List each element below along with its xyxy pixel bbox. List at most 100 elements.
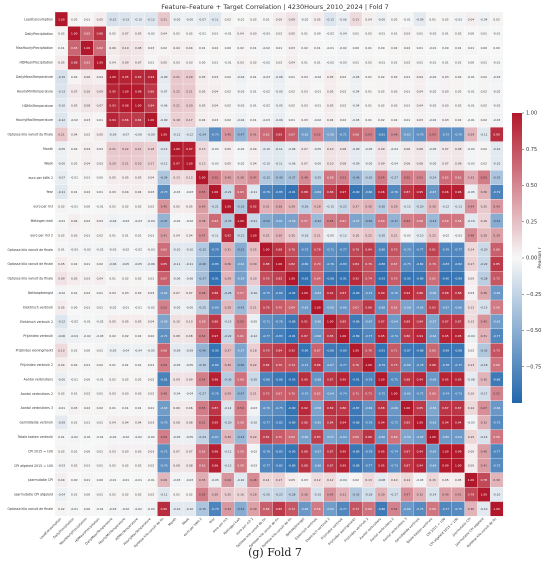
cell-value-label: 1.00 [135,104,142,108]
cell-value-label: 0.00 [481,46,488,50]
cell-value-label: 0.96 [442,190,449,194]
cell-value-label: -0.05 [326,233,334,237]
cell-value-label: -0.67 [429,190,437,194]
cell-value-label: 0.01 [455,46,462,50]
cell-value-label: -0.02 [134,435,142,439]
cell-value-label: 0.05 [327,89,334,93]
cell-value-label: 0.84 [276,349,283,353]
cell-value-label: -0.60 [314,320,322,324]
cell-value-label: 0.05 [109,320,116,324]
cell-value-label: 0.94 [442,421,449,425]
cell-value-label: 0.07 [442,161,449,165]
cell-value-label: 0.01 [109,363,116,367]
cell-value-label: 0.03 [97,147,104,151]
cell-value-label: 0.52 [199,334,206,338]
cell-value-label: -0.88 [326,277,334,281]
cell-value-label: 0.03 [186,61,193,65]
cell-value-label: 0.01 [212,32,219,36]
cell-value-label: 0.92 [301,406,308,410]
cell-value-label: -0.10 [262,147,270,151]
cell-value-label: -0.02 [147,305,155,309]
cell-value-label: 0.01 [122,363,129,367]
cell-value-label: 0.10 [186,320,193,324]
cell-value-label: 0.44 [225,478,232,482]
cell-value-label: -0.80 [262,377,270,381]
cell-value-label: -0.77 [493,449,501,453]
cell-value-label: -0.05 [186,363,194,367]
cell-value-label: 0.39 [250,507,257,511]
cell-value-label: -0.02 [70,320,78,324]
cell-value-label: 0.04 [135,190,142,194]
cell-value-label: 0.03 [391,89,398,93]
cell-value-label: 0.66 [353,133,360,137]
cell-value-label: 0.01 [122,233,129,237]
cell-value-label: -0.12 [147,17,155,21]
cell-value-label: -0.02 [326,32,334,36]
cell-value-label: -0.01 [70,377,78,381]
cell-value-label: 0.94 [340,421,347,425]
cell-value-label: 0.52 [391,507,398,511]
cell-value-label: 0.70 [314,262,321,266]
cell-value-label: 0.16 [237,493,244,497]
cell-value-label: 0.00 [97,176,104,180]
cell-value-label: 0.04 [186,233,193,237]
cell-value-label: 0.88 [212,291,219,295]
cell-value-label: 0.22 [122,147,129,151]
cell-value-label: 0.56 [493,305,500,309]
cell-value-label: 0.94 [417,377,424,381]
cell-value-label: 0.01 [353,32,360,36]
cell-value-label: -0.78 [442,363,450,367]
cell-value-label: 0.00 [71,305,78,309]
cell-value-label: -0.02 [83,334,91,338]
cell-value-label: 0.02 [237,46,244,50]
cell-value-label: 0.67 [391,262,398,266]
cell-value-label: 0.01 [109,233,116,237]
cell-value-label: 0.00 [442,46,449,50]
cell-value-label: -0.06 [275,75,283,79]
cell-value-label: 0.84 [353,262,360,266]
cell-value-label: 0.72 [289,507,296,511]
y-tick-label: euro per m3 2 [30,233,53,237]
cell-value-label: 0.08 [135,46,142,50]
cell-value-label: 0.03 [97,161,104,165]
cell-value-label: 0.01 [58,248,65,252]
cell-value-label: -0.20 [480,248,488,252]
cell-value-label: 0.47 [199,233,206,237]
cell-value-label: -0.63 [416,435,424,439]
cell-value-label: -0.70 [454,133,462,137]
cell-value-label: -0.06 [109,262,117,266]
cell-value-label: -0.03 [262,75,270,79]
cell-value-label: 0.30 [365,205,372,209]
cell-value-label: -0.02 [96,320,104,324]
cell-value-label: 0.02 [135,493,142,497]
cell-value-label: 0.05 [327,75,334,79]
cell-value-label: -0.21 [224,190,232,194]
cell-value-label: -0.02 [262,61,270,65]
cell-value-label: 1.00 [212,190,219,194]
cell-value-label: 0.06 [109,46,116,50]
cell-value-label: 0.01 [391,32,398,36]
cell-value-label: 0.13 [365,478,372,482]
cell-value-label: -0.12 [186,133,194,137]
cell-value-label: 0.88 [404,377,411,381]
cell-value-label: -0.61 [237,262,245,266]
cell-value-label: 0.88 [276,248,283,252]
cell-value-label: 0.02 [58,392,65,396]
cell-value-label: 0.45 [161,205,168,209]
cell-value-label: -0.15 [480,305,488,309]
cell-value-label: 0.86 [365,305,372,309]
cell-value-label: 0.60 [237,377,244,381]
cell-value-label: 0.17 [276,478,283,482]
cell-value-label: 0.04 [135,421,142,425]
cell-value-label: -0.76 [211,392,219,396]
cell-value-label: 0.01 [148,277,155,281]
cell-value-label: 0.95 [340,377,347,381]
cell-value-label: -0.40 [275,176,283,180]
cell-value-label: 0.94 [148,75,155,79]
cell-value-label: -0.73 [390,464,398,468]
cell-value-label: -0.90 [288,406,296,410]
y-tick-label: Week [44,161,53,165]
cell-value-label: -0.10 [237,478,245,482]
cell-value-label: 0.85 [404,421,411,425]
cell-value-label: 1.00 [84,46,91,50]
